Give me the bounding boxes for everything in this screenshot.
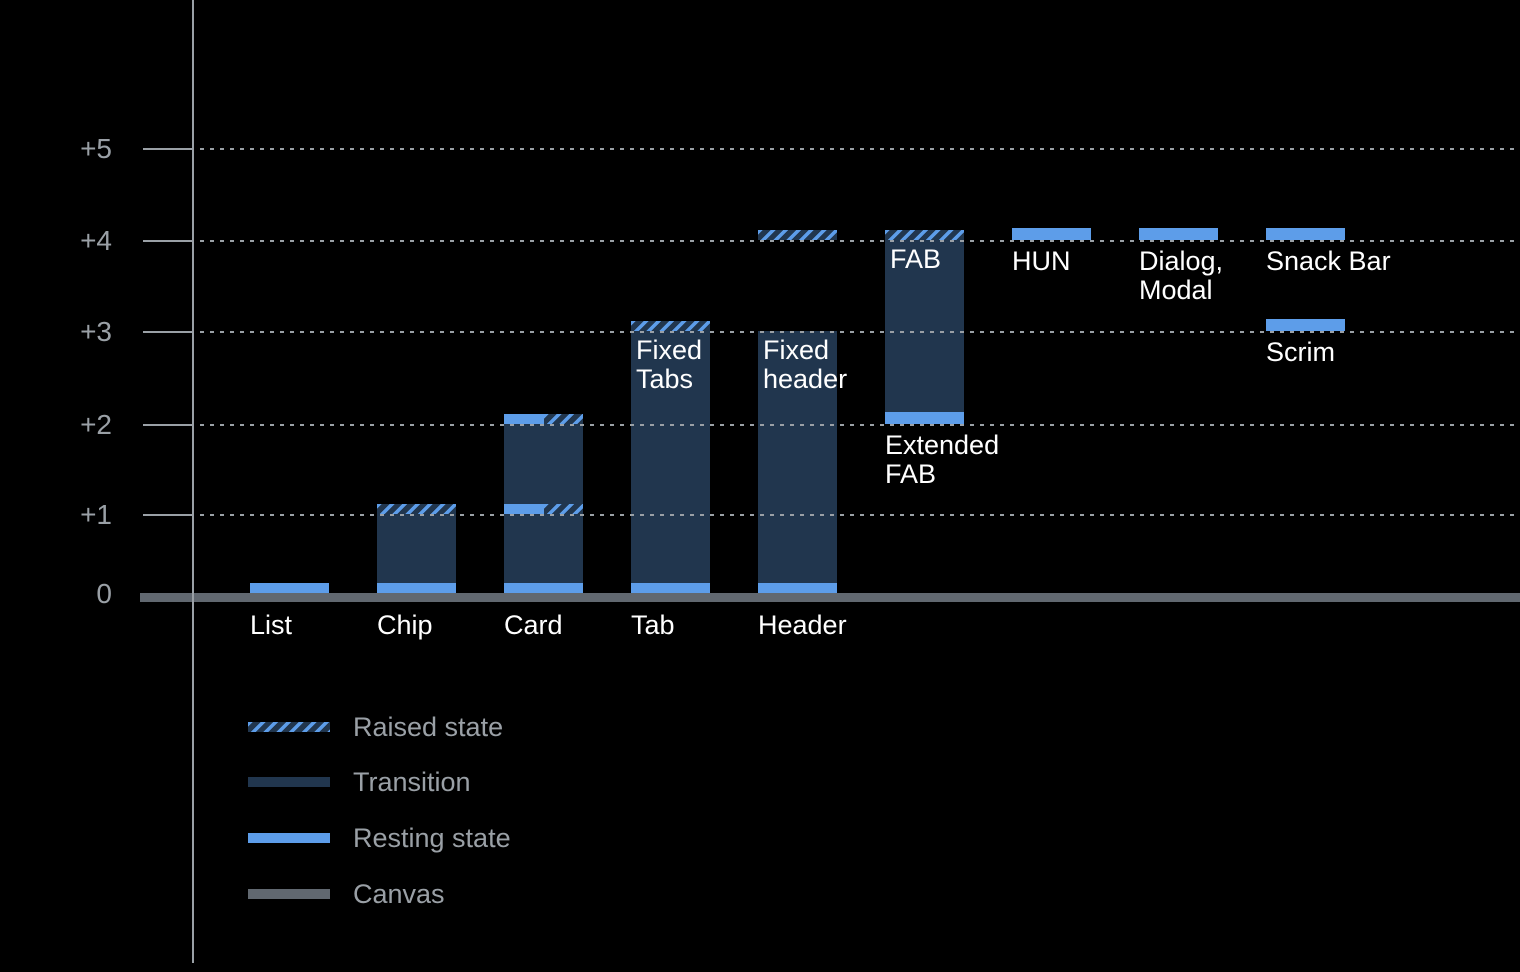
legend-label: Transition [353, 766, 471, 797]
transition-swatch-icon [248, 777, 330, 787]
tab-raised-segment [631, 320, 710, 331]
y-axis-tick-label: +2 [80, 409, 112, 440]
y-axis-tick-label: +1 [80, 499, 112, 530]
header-axis-label: Header [758, 610, 847, 640]
y-axis-tick-mark [143, 424, 193, 426]
dialog-modal-label: Dialog, Modal [1139, 246, 1224, 305]
y-axis-tick-label: +5 [80, 133, 112, 164]
y-axis-tick-mark [143, 514, 193, 516]
dialog-modal-resting-segment [1139, 228, 1218, 240]
legend-item-raised-state: Raised state [248, 711, 504, 742]
card-transition-segment [504, 424, 583, 583]
dotted-gridline [200, 514, 1520, 516]
header-resting-segment [758, 582, 837, 593]
card-resting-segment [504, 413, 544, 424]
dotted-gridline [200, 148, 1520, 150]
header-inside-label: Fixed header [763, 335, 848, 394]
resting-state-swatch-icon [248, 833, 330, 843]
fab-inside-label: FAB [890, 244, 942, 274]
card-raised-segment [543, 504, 583, 514]
fab-raised-segment [885, 229, 964, 240]
fab-transition-segment [885, 240, 964, 412]
y-axis-tick-label: +4 [80, 225, 112, 256]
canvas-baseline [140, 593, 1520, 602]
hun-resting-segment [1012, 228, 1091, 240]
card-axis-label: Card [504, 610, 563, 640]
header-transition-segment [758, 331, 837, 583]
y-axis-tick-mark [143, 240, 193, 242]
canvas-swatch-icon [248, 889, 330, 899]
raised-state-swatch-icon [248, 722, 330, 732]
legend-label: Resting state [353, 822, 511, 853]
list-resting-segment [250, 582, 329, 593]
dotted-gridline [200, 424, 1520, 426]
y-axis-tick-mark [143, 148, 193, 150]
legend-label: Raised state [353, 711, 504, 742]
tab-axis-label: Tab [631, 610, 675, 640]
dotted-gridline [200, 331, 1520, 333]
chip-axis-label: Chip [377, 610, 433, 640]
fab-label: Extended FAB [885, 430, 1000, 489]
snack-bar-scrim-label: Snack Bar [1266, 246, 1391, 276]
snack-bar-scrim-resting-segment [1266, 319, 1345, 331]
y-axis-tick-label: 0 [96, 578, 112, 609]
chip-raised-segment [377, 504, 456, 514]
fab-resting-segment [885, 411, 964, 424]
hun-label: HUN [1012, 246, 1071, 276]
card-raised-segment [543, 413, 583, 424]
snack-bar-scrim-resting-segment [1266, 228, 1345, 240]
snack-bar-scrim-label: Scrim [1266, 337, 1335, 367]
list-axis-label: List [250, 610, 293, 640]
legend-label: Canvas [353, 878, 445, 909]
dotted-gridline [200, 240, 1520, 242]
chip-resting-segment [377, 582, 456, 593]
tab-transition-segment [631, 331, 710, 583]
legend-item-canvas: Canvas [248, 878, 445, 909]
header-raised-segment [758, 229, 837, 240]
y-axis-tick-mark [143, 331, 193, 333]
chip-transition-segment [377, 514, 456, 583]
legend-item-resting-state: Resting state [248, 822, 511, 853]
tab-resting-segment [631, 582, 710, 593]
card-resting-segment [504, 582, 583, 593]
legend-item-transition: Transition [248, 766, 471, 797]
tab-inside-label: Fixed Tabs [636, 335, 703, 394]
card-resting-segment [504, 504, 544, 514]
y-axis-line [192, 0, 194, 963]
y-axis-tick-label: +3 [80, 316, 112, 347]
